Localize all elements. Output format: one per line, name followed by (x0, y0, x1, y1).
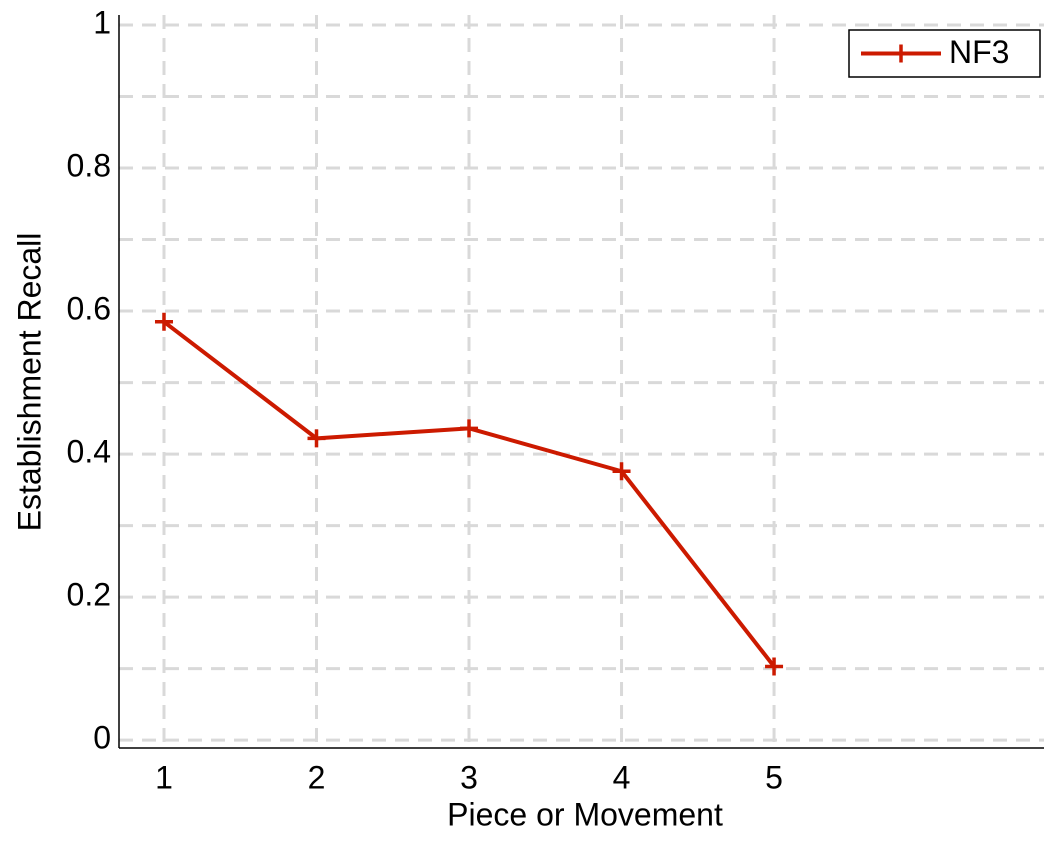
x-tick-label: 1 (155, 759, 173, 795)
point-marker (765, 657, 784, 676)
legend-marker (892, 44, 910, 63)
y-tick-label: 0.6 (67, 291, 111, 327)
x-axis-label: Piece or Movement (447, 796, 723, 832)
y-tick-label: 1 (93, 4, 111, 40)
x-tick-label: 2 (308, 759, 326, 795)
x-tick-label: 4 (613, 759, 631, 795)
y-tick-label: 0.8 (67, 147, 111, 183)
legend-label: NF3 (949, 34, 1009, 70)
y-tick-label: 0.4 (67, 434, 111, 470)
y-axis-label: Establishment Recall (11, 233, 47, 532)
point-marker (612, 462, 631, 481)
point-marker (154, 312, 173, 331)
y-tick-label: 0.2 (67, 577, 111, 613)
x-tick-label: 5 (765, 759, 783, 795)
point-marker (460, 419, 479, 438)
legend-box (848, 29, 1041, 78)
point-marker (307, 429, 326, 448)
legend: NF3 (848, 29, 1041, 78)
y-tick-label: 0 (93, 720, 111, 756)
x-tick-label: 3 (460, 759, 478, 795)
